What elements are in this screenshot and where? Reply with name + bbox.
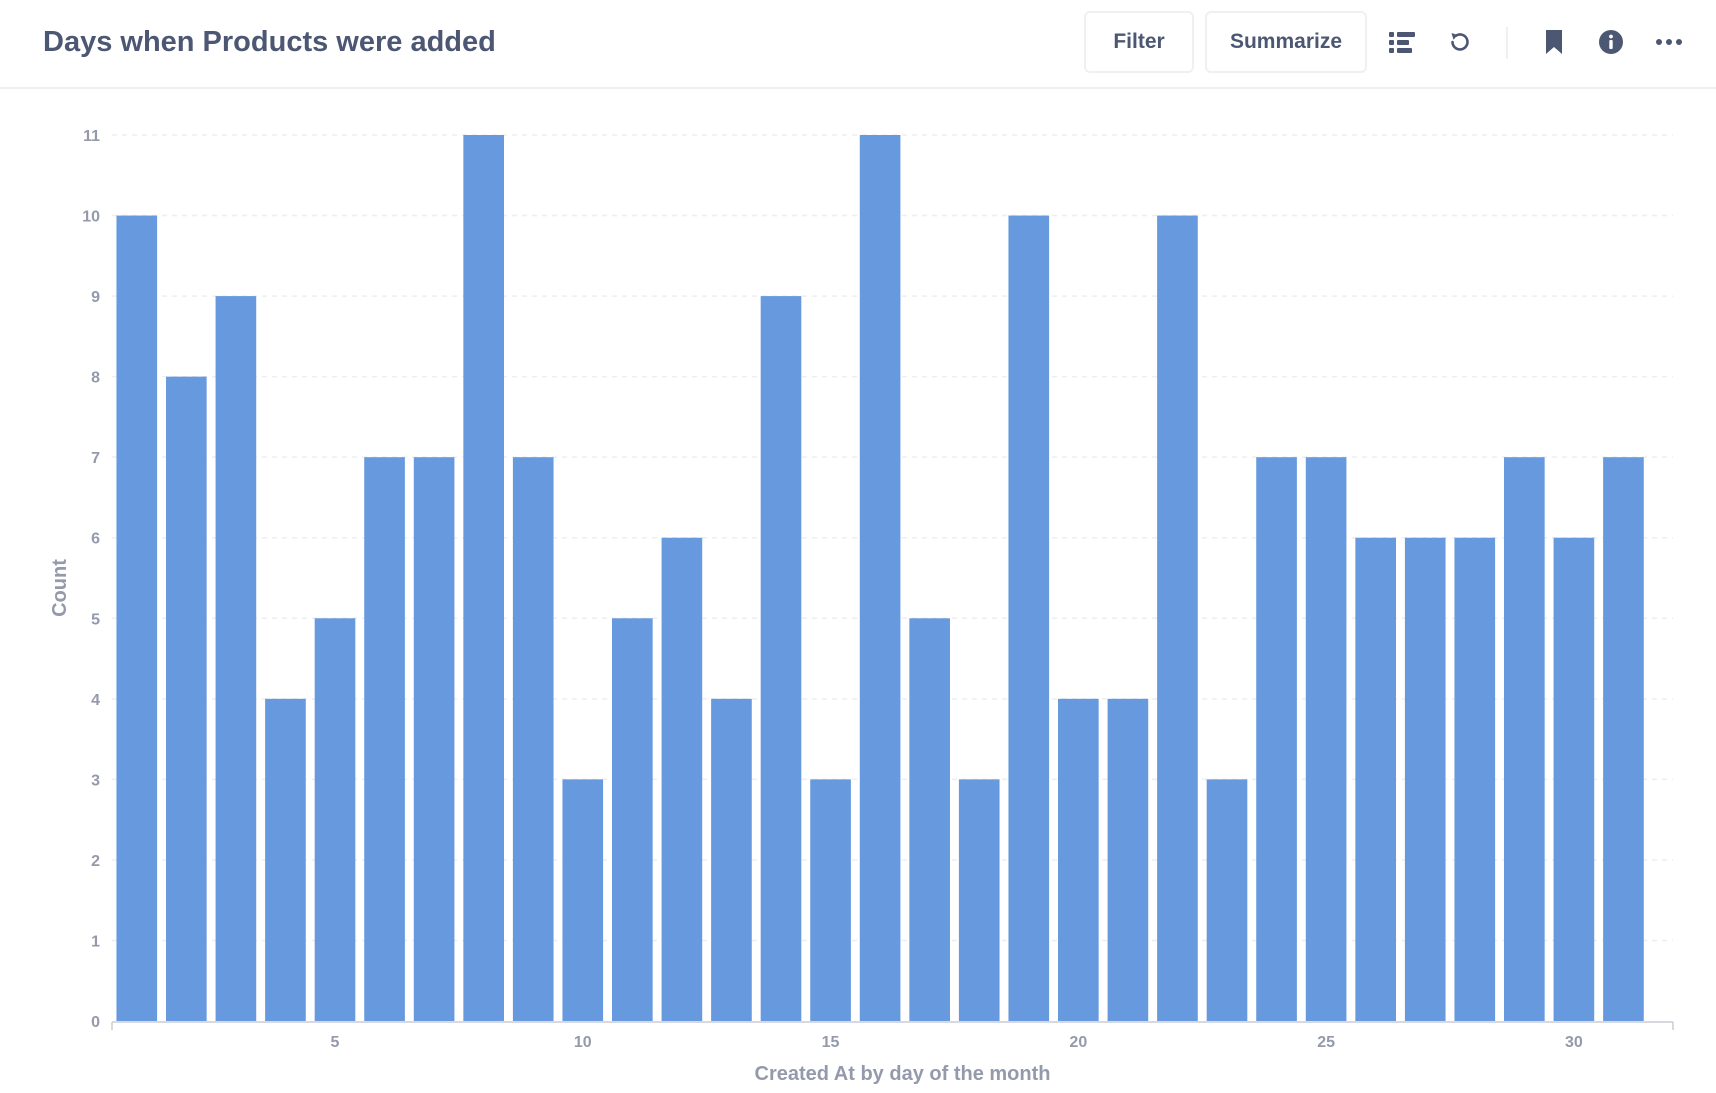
info-icon[interactable] xyxy=(1593,24,1629,60)
query-header: Days when Products were added Filter Sum… xyxy=(0,0,1716,89)
y-tick-label: 2 xyxy=(91,853,100,870)
bar[interactable] xyxy=(909,618,950,1021)
bar[interactable] xyxy=(958,779,1000,1021)
bar[interactable] xyxy=(413,457,455,1021)
bar[interactable] xyxy=(1206,779,1248,1021)
y-tick-label: 11 xyxy=(83,128,100,145)
bar[interactable] xyxy=(1157,215,1198,1021)
x-tick-label: 10 xyxy=(574,1034,592,1051)
bar[interactable] xyxy=(1404,537,1446,1021)
y-tick-label: 9 xyxy=(91,289,100,306)
bar[interactable] xyxy=(463,135,504,1021)
bar[interactable] xyxy=(116,215,158,1021)
x-tick-label: 30 xyxy=(1565,1034,1583,1051)
bar[interactable] xyxy=(512,457,554,1021)
bar[interactable] xyxy=(1603,457,1644,1021)
y-tick-label: 0 xyxy=(91,1014,100,1031)
bar[interactable] xyxy=(1107,698,1149,1021)
y-tick-label: 8 xyxy=(91,370,100,387)
x-tick-label: 15 xyxy=(822,1034,840,1051)
ellipsis-icon[interactable] xyxy=(1651,24,1687,60)
bar[interactable] xyxy=(810,779,851,1021)
filter-button[interactable]: Filter xyxy=(1084,11,1194,73)
y-tick-label: 7 xyxy=(91,450,100,467)
bar[interactable] xyxy=(1256,457,1297,1021)
list-icon[interactable] xyxy=(1384,24,1420,60)
x-axis-title: Created At by day of the month xyxy=(755,1063,1051,1085)
refresh-icon[interactable] xyxy=(1442,24,1478,60)
bar[interactable] xyxy=(1355,537,1396,1021)
toolbar-divider xyxy=(1506,27,1508,59)
x-tick-label: 20 xyxy=(1069,1034,1087,1051)
bar[interactable] xyxy=(314,618,356,1021)
bar[interactable] xyxy=(1454,537,1496,1021)
bar-chart: 0 1 2 3 4 5 6 7 8 9 10 11 5 10 15 20 25 30 Created At by d… xyxy=(49,128,1674,1085)
y-tick-label: 4 xyxy=(91,692,100,709)
bar[interactable] xyxy=(364,457,405,1021)
y-axis-title: Count xyxy=(49,559,71,617)
y-tick-label: 1 xyxy=(91,933,100,950)
y-tick-label: 6 xyxy=(91,531,100,548)
bar[interactable] xyxy=(661,537,703,1021)
bar[interactable] xyxy=(166,376,207,1021)
x-tick-label: 25 xyxy=(1317,1034,1335,1051)
page-title: Days when Products were added xyxy=(43,26,496,58)
bar[interactable] xyxy=(562,779,604,1021)
x-tick-label: 5 xyxy=(331,1034,340,1051)
y-tick-label: 10 xyxy=(82,209,100,226)
bookmark-icon[interactable] xyxy=(1536,24,1572,60)
y-tick-label: 5 xyxy=(91,611,100,628)
bar[interactable] xyxy=(1504,457,1545,1021)
y-tick-label: 3 xyxy=(91,772,100,789)
bar[interactable] xyxy=(1008,215,1050,1021)
bar[interactable] xyxy=(1553,537,1595,1021)
bar[interactable] xyxy=(760,296,802,1021)
summarize-button[interactable]: Summarize xyxy=(1205,11,1367,73)
bar[interactable] xyxy=(265,698,306,1021)
bar[interactable] xyxy=(612,618,653,1021)
bar[interactable] xyxy=(1058,698,1099,1021)
bar[interactable] xyxy=(859,135,901,1021)
bar[interactable] xyxy=(215,296,257,1021)
bar[interactable] xyxy=(711,698,752,1021)
bar[interactable] xyxy=(1305,457,1347,1021)
